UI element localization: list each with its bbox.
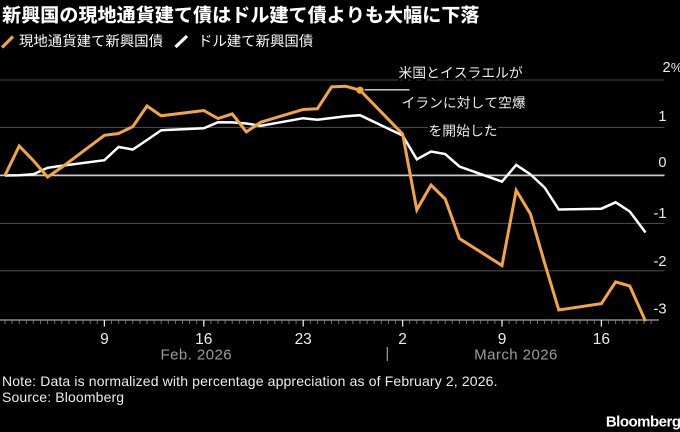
- svg-text:Bloomberg: Bloomberg: [606, 414, 680, 431]
- svg-text:-3: -3: [654, 302, 667, 318]
- svg-text:1: 1: [658, 109, 666, 125]
- svg-text:9: 9: [498, 331, 507, 348]
- svg-text:2: 2: [662, 60, 670, 76]
- svg-text:16: 16: [195, 331, 212, 348]
- svg-text:0: 0: [658, 155, 666, 171]
- svg-text:23: 23: [295, 331, 312, 348]
- svg-text:9: 9: [100, 331, 109, 348]
- svg-text:16: 16: [593, 331, 610, 348]
- svg-text:|: |: [385, 345, 389, 362]
- svg-text:-1: -1: [654, 206, 667, 222]
- svg-text:Source: Bloomberg: Source: Bloomberg: [2, 389, 124, 405]
- svg-text:Feb. 2026: Feb. 2026: [160, 347, 232, 364]
- svg-text:%: %: [671, 60, 680, 75]
- svg-text:March 2026: March 2026: [474, 347, 558, 364]
- svg-text:-2: -2: [654, 254, 667, 270]
- svg-text:2: 2: [398, 331, 407, 348]
- svg-text:Note: Data is normalized with: Note: Data is normalized with percentage…: [2, 373, 498, 389]
